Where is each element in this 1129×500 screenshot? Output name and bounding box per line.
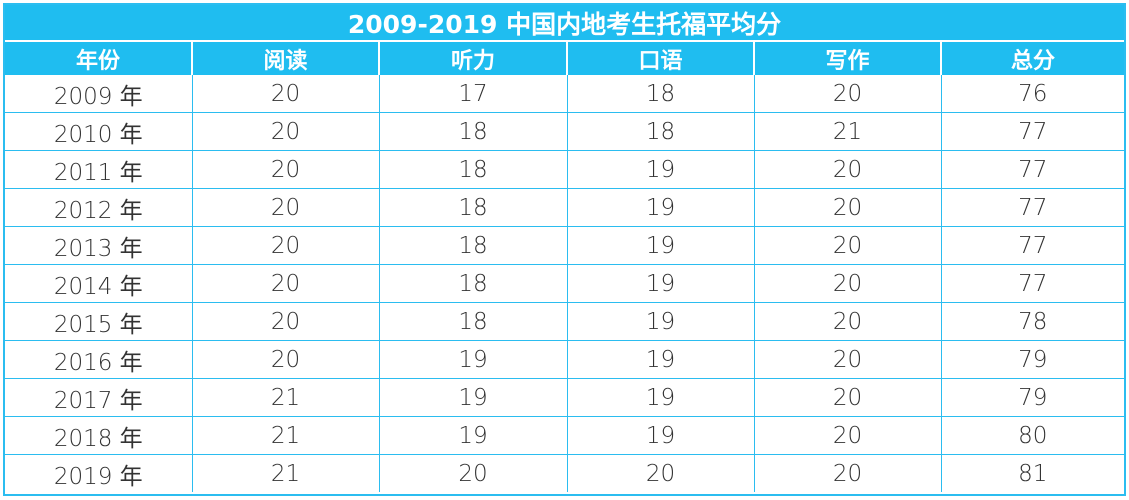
cell-reading: 20: [191, 264, 379, 303]
cell-writing: 20: [753, 454, 941, 492]
table-body: 2009 年 20 17 18 20 76 2010 年 20 18 18 21 77 2011 年 20…: [5, 75, 1124, 492]
cell-reading: 20: [191, 302, 379, 341]
cell-reading: 20: [191, 340, 379, 379]
cell-speaking: 19: [566, 226, 754, 265]
cell-speaking: 18: [566, 112, 754, 151]
cell-year: 2009 年: [53, 83, 143, 110]
cell-reading: 21: [191, 454, 379, 492]
cell-reading: 20: [191, 75, 379, 113]
table-row: 2014 年 20 18 19 20 77: [5, 264, 1124, 303]
header-row: 年份 阅读 听力 口语 写作 总分: [5, 42, 1124, 75]
cell-listening: 17: [378, 75, 567, 113]
cell-total: 77: [940, 188, 1124, 227]
cell-listening: 18: [378, 112, 567, 151]
cell-year: 2014 年: [5, 264, 192, 303]
table-row: 2012 年 20 18 19 20 77: [5, 188, 1124, 227]
cell-year: 2016 年: [5, 340, 192, 379]
cell-year: 2011 年: [5, 150, 192, 189]
header-listening: 听力: [378, 42, 567, 75]
table-row: 2017 年 21 19 19 20 79: [5, 378, 1124, 417]
cell-writing: 21: [753, 112, 941, 151]
cell-total: 79: [940, 378, 1124, 417]
header-total: 总分: [940, 42, 1124, 75]
cell-year: 2010 年: [5, 112, 192, 151]
cell-reading: 20: [191, 112, 379, 151]
cell-speaking: 19: [566, 340, 754, 379]
cell-reading: 21: [191, 378, 379, 417]
table-row: 2016 年 20 19 19 20 79: [5, 340, 1124, 379]
cell-total: 77: [940, 226, 1124, 265]
table-row: 2015 年 20 18 19 20 78: [5, 302, 1124, 341]
cell-total: 78: [940, 302, 1124, 341]
table-row: 2019 年 21 20 20 20 81: [5, 454, 1124, 492]
cell-speaking: 19: [566, 416, 754, 455]
cell-writing: 20: [753, 75, 941, 113]
header-writing: 写作: [753, 42, 941, 75]
cell-writing: 20: [753, 340, 941, 379]
cell-total: 77: [940, 112, 1124, 151]
cell-total: 81: [940, 454, 1124, 492]
cell-speaking: 19: [566, 188, 754, 227]
cell-listening: 19: [378, 416, 567, 455]
cell-listening: 18: [378, 302, 567, 341]
cell-listening: 20: [378, 454, 567, 492]
cell-year: 2015 年: [5, 302, 192, 341]
cell-listening: 18: [378, 264, 567, 303]
cell-reading: 21: [191, 416, 379, 455]
score-table-container: 2009-2019 中国内地考生托福平均分 年份 阅读 听力 口语 写作 总分 …: [3, 3, 1126, 496]
cell-total: 80: [940, 416, 1124, 455]
cell-listening: 18: [378, 150, 567, 189]
cell-year: 2012 年: [5, 188, 192, 227]
cell-total: 76: [940, 75, 1124, 113]
cell-year: 2017 年: [5, 378, 192, 417]
cell-writing: 20: [753, 226, 941, 265]
cell-reading: 20: [191, 226, 379, 265]
cell-speaking: 19: [566, 302, 754, 341]
cell-total: 79: [940, 340, 1124, 379]
cell-listening: 18: [378, 188, 567, 227]
cell-writing: 20: [753, 378, 941, 417]
cell-total: 77: [940, 264, 1124, 303]
cell-speaking: 19: [566, 378, 754, 417]
cell-writing: 20: [753, 150, 941, 189]
cell-speaking: 19: [566, 150, 754, 189]
cell-writing: 20: [753, 264, 941, 303]
header-year: 年份: [5, 42, 192, 75]
table-row: 2010 年 20 18 18 21 77: [5, 112, 1124, 151]
cell-year: 2018 年: [5, 416, 192, 455]
cell-listening: 19: [378, 378, 567, 417]
cell-reading: 20: [191, 188, 379, 227]
table-title: 2009-2019 中国内地考生托福平均分: [5, 5, 1124, 42]
cell-speaking: 20: [566, 454, 754, 492]
table-row: 2013 年 20 18 19 20 77: [5, 226, 1124, 265]
cell-speaking: 18: [566, 75, 754, 113]
table-row: 2011 年 20 18 19 20 77: [5, 150, 1124, 189]
cell-writing: 20: [753, 416, 941, 455]
header-reading: 阅读: [191, 42, 379, 75]
cell-writing: 20: [753, 188, 941, 227]
cell-total: 77: [940, 150, 1124, 189]
cell-writing: 20: [753, 302, 941, 341]
cell-reading: 20: [191, 150, 379, 189]
cell-speaking: 19: [566, 264, 754, 303]
table-row: 2009 年 20 17 18 20 76: [5, 75, 1124, 113]
cell-year: 2019 年: [5, 454, 192, 492]
cell-listening: 19: [378, 340, 567, 379]
cell-listening: 18: [378, 226, 567, 265]
table-row: 2018 年 21 19 19 20 80: [5, 416, 1124, 455]
cell-year: 2013 年: [5, 226, 192, 265]
header-speaking: 口语: [566, 42, 754, 75]
score-table: 年份 阅读 听力 口语 写作 总分 2009 年 20 17 18 20 76 2010 年…: [5, 42, 1124, 492]
